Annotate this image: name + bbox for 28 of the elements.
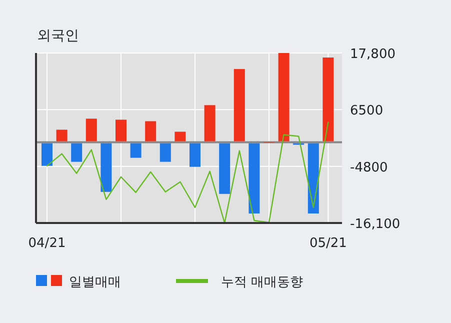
bar [100,143,112,192]
bar [234,69,245,142]
bar [145,121,156,142]
chart-title: 외국인 [37,28,79,44]
legend-label: 누적 매매동향 [221,275,304,290]
x-tick-label: 05/21 [309,236,347,251]
y-tick-label: 6500 [350,104,384,119]
bar [56,130,68,142]
y-tick-label: -16,100 [350,217,400,232]
line-series [46,122,329,224]
x-tick-label: 04/21 [28,236,66,251]
bar [42,143,52,166]
bar [160,143,171,162]
y-tick-label: 17,800 [350,47,396,62]
bar [322,58,334,142]
bar [71,143,82,162]
bar [219,143,230,194]
bar [116,120,126,142]
bar [308,143,319,214]
bar [204,105,216,142]
bar [248,143,260,214]
legend-label: 일별매매 [69,275,121,290]
bar [86,118,97,142]
bar [190,143,200,167]
y-tick-label: -4800 [350,160,388,176]
bar [278,53,290,142]
bar [130,143,142,158]
bar [174,132,186,142]
